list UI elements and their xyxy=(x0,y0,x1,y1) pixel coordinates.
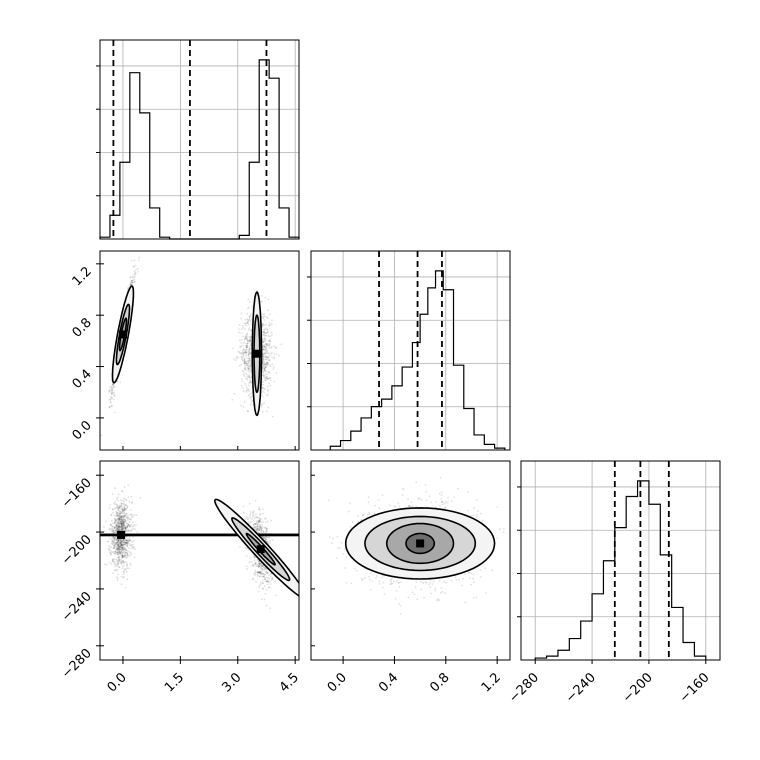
hist-frame-0 xyxy=(99,39,300,240)
peak-marker-0-2-1 xyxy=(256,545,265,554)
scatter-content-1-2 xyxy=(328,476,505,615)
x-tick-label-0-3: 4.5 xyxy=(277,670,302,695)
hist-panel-1 xyxy=(307,250,511,451)
hist-grid-0 xyxy=(100,40,299,239)
peak-marker-1-2-0 xyxy=(416,539,425,548)
x-tick-label-1-3: 1.2 xyxy=(479,670,504,695)
x-tick-label-0-0: 0.0 xyxy=(105,670,130,695)
x-tick-label-2-0: −280 xyxy=(506,670,542,706)
x-tick-label-2-3: −160 xyxy=(677,670,713,706)
scatter-content-0-2 xyxy=(100,484,299,610)
histogram-0 xyxy=(99,59,300,240)
hist-frame-1 xyxy=(310,250,511,451)
x-tick-label-1-1: 0.4 xyxy=(376,670,401,695)
y-tick-label-2-2: −200 xyxy=(59,532,95,568)
peak-marker-0-2-0 xyxy=(117,530,126,539)
y-tick-label-1-2: 0.8 xyxy=(70,315,95,340)
scatter-panel-0-1 xyxy=(99,250,300,451)
y-tick-label-1-1: 0.4 xyxy=(70,367,95,392)
y-tick-label-2-1: −240 xyxy=(59,589,95,625)
hist-frame-2 xyxy=(520,460,721,661)
scatter-frame-0-2 xyxy=(99,460,300,661)
scatter-panel-1-2 xyxy=(310,460,511,661)
hist-grid-2 xyxy=(521,461,720,660)
x-tick-label-2-2: −200 xyxy=(620,670,656,706)
x-tick-label-0-2: 3.0 xyxy=(219,670,244,695)
hist-grid-1 xyxy=(311,251,510,450)
histogram-2 xyxy=(534,480,707,660)
x-tick-label-2-1: −240 xyxy=(563,670,599,706)
scatter-content-0-1 xyxy=(100,256,283,437)
hist-panel-0 xyxy=(96,39,300,240)
x-tick-label-0-1: 1.5 xyxy=(162,670,187,695)
y-tick-label-2-3: −160 xyxy=(59,475,95,511)
scatter-frame-1-2 xyxy=(310,460,511,661)
hist-panel-2 xyxy=(517,460,721,661)
y-tick-label-2-0: −280 xyxy=(59,646,95,682)
peak-marker-0-1-1 xyxy=(252,349,261,358)
x-tick-label-1-2: 0.8 xyxy=(427,670,452,695)
y-tick-label-1-3: 1.2 xyxy=(70,264,95,289)
peak-marker-0-1-0 xyxy=(118,330,127,339)
scatter-panel-0-2 xyxy=(99,460,300,661)
scatter-frame-0-1 xyxy=(99,250,300,451)
y-tick-label-1-0: 0.0 xyxy=(70,418,95,443)
histogram-1 xyxy=(329,270,506,450)
x-tick-label-1-0: 0.0 xyxy=(325,670,350,695)
